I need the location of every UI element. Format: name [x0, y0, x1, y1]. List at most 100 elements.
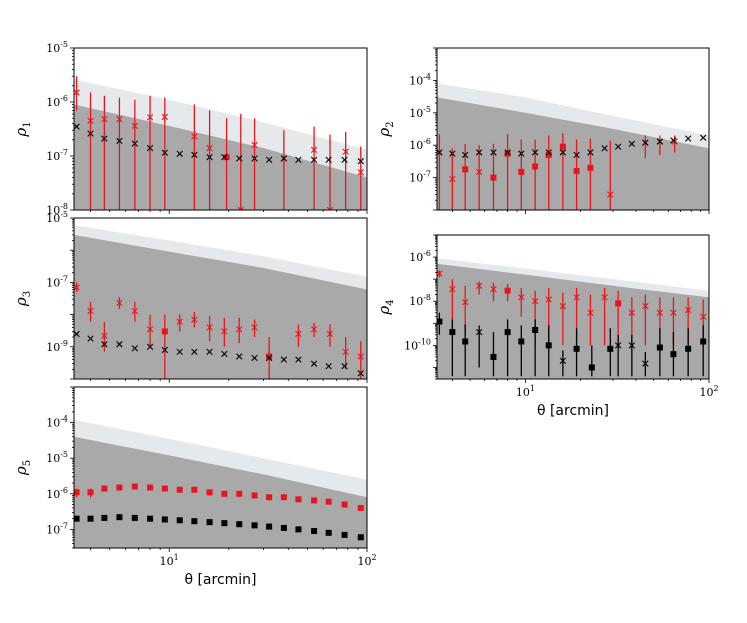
data-point	[251, 522, 258, 529]
data-point	[326, 330, 334, 338]
data-point	[74, 489, 80, 496]
data-point	[131, 483, 138, 490]
data-point	[531, 149, 539, 156]
y-tick-label: 10-10	[404, 337, 431, 352]
y-axis-label: ρ3	[12, 291, 33, 307]
data-point	[237, 206, 244, 210]
data-point	[191, 348, 198, 355]
x-tick-label: 101	[160, 553, 179, 568]
data-point	[295, 156, 302, 164]
data-point	[449, 150, 456, 157]
data-point	[475, 149, 483, 156]
data-point	[642, 360, 649, 367]
data-point	[101, 341, 108, 348]
data-point	[628, 140, 636, 148]
data-point	[266, 494, 273, 501]
data-point	[221, 520, 228, 527]
data-point	[531, 298, 539, 305]
data-point	[131, 345, 139, 352]
data-point	[74, 89, 80, 96]
data-point	[357, 370, 364, 377]
data-point	[656, 138, 664, 145]
data-point	[221, 328, 228, 335]
data-point	[87, 307, 94, 315]
data-point	[437, 149, 443, 156]
data-point	[518, 168, 525, 175]
data-point	[607, 191, 614, 198]
data-point	[462, 338, 469, 345]
data-point	[206, 348, 213, 355]
data-point	[504, 150, 511, 157]
data-point	[504, 149, 511, 156]
axes-frame	[73, 217, 368, 380]
data-point	[251, 324, 258, 331]
data-point	[87, 117, 94, 124]
y-tick-label: 10-6	[46, 94, 68, 109]
data-point	[295, 496, 302, 503]
data-point	[101, 116, 108, 123]
y-tick-label: 10-5	[409, 105, 431, 120]
data-point	[161, 485, 168, 492]
series-red-square	[462, 133, 594, 210]
panel-rho2: 10-7 10-6 10-5 10-4 ρ2	[375, 47, 710, 214]
y-tick-label: 10-5	[46, 40, 68, 55]
data-point	[357, 158, 364, 165]
y-tick-label: 10-6	[409, 249, 431, 264]
data-point	[532, 326, 539, 333]
data-point	[341, 501, 348, 508]
data-point	[251, 492, 258, 499]
data-point	[87, 489, 94, 496]
axes-frame	[436, 234, 710, 380]
data-point	[131, 140, 139, 147]
data-point	[449, 286, 456, 293]
series-black	[437, 134, 707, 159]
data-point	[310, 146, 318, 154]
data-point	[573, 151, 580, 159]
data-point	[116, 514, 123, 521]
data-point	[670, 309, 677, 316]
y-tick-label: 10-4	[46, 415, 68, 430]
y-tick-label: 10-8	[409, 293, 431, 308]
data-point	[251, 155, 258, 162]
series-black	[74, 514, 364, 541]
data-point	[146, 343, 154, 350]
series-red	[74, 282, 364, 379]
y-tick-label: 10-5	[46, 210, 68, 225]
y-axis-label: ρ2	[375, 121, 396, 137]
data-point	[131, 514, 138, 521]
y-tick-label: 10-9	[46, 339, 68, 354]
panel-rho3: 10-9 10-7 10-5 ρ3	[12, 210, 368, 383]
data-point	[607, 345, 614, 352]
series-black	[74, 330, 364, 377]
axes-frame	[436, 47, 710, 211]
data-point	[116, 341, 123, 348]
series-black-x	[475, 325, 649, 377]
data-point	[642, 302, 649, 310]
data-point	[295, 526, 302, 533]
data-point	[670, 137, 677, 144]
data-point	[342, 348, 349, 355]
data-point	[490, 286, 497, 293]
band-dark	[437, 263, 709, 379]
panel-rho4: 10-10 10-8 10-6 101 102 θ [arcmin] ρ4	[375, 234, 719, 419]
data-point	[475, 168, 483, 176]
data-point	[518, 294, 525, 301]
data-point	[191, 151, 198, 159]
data-point	[176, 348, 183, 355]
data-point	[146, 326, 154, 333]
panel-rho1: 10-8 10-7 10-6 10-5 ρ1	[12, 40, 368, 217]
plot-area	[74, 225, 367, 379]
data-point	[532, 163, 539, 170]
data-point	[191, 518, 198, 525]
data-point	[342, 148, 349, 155]
data-point	[614, 342, 622, 349]
data-point	[684, 135, 692, 142]
data-point	[559, 302, 567, 310]
data-point	[116, 299, 123, 307]
data-point	[326, 206, 334, 210]
data-point	[116, 484, 123, 491]
data-point	[161, 113, 169, 121]
data-point	[462, 299, 469, 306]
plot-area	[74, 419, 367, 548]
